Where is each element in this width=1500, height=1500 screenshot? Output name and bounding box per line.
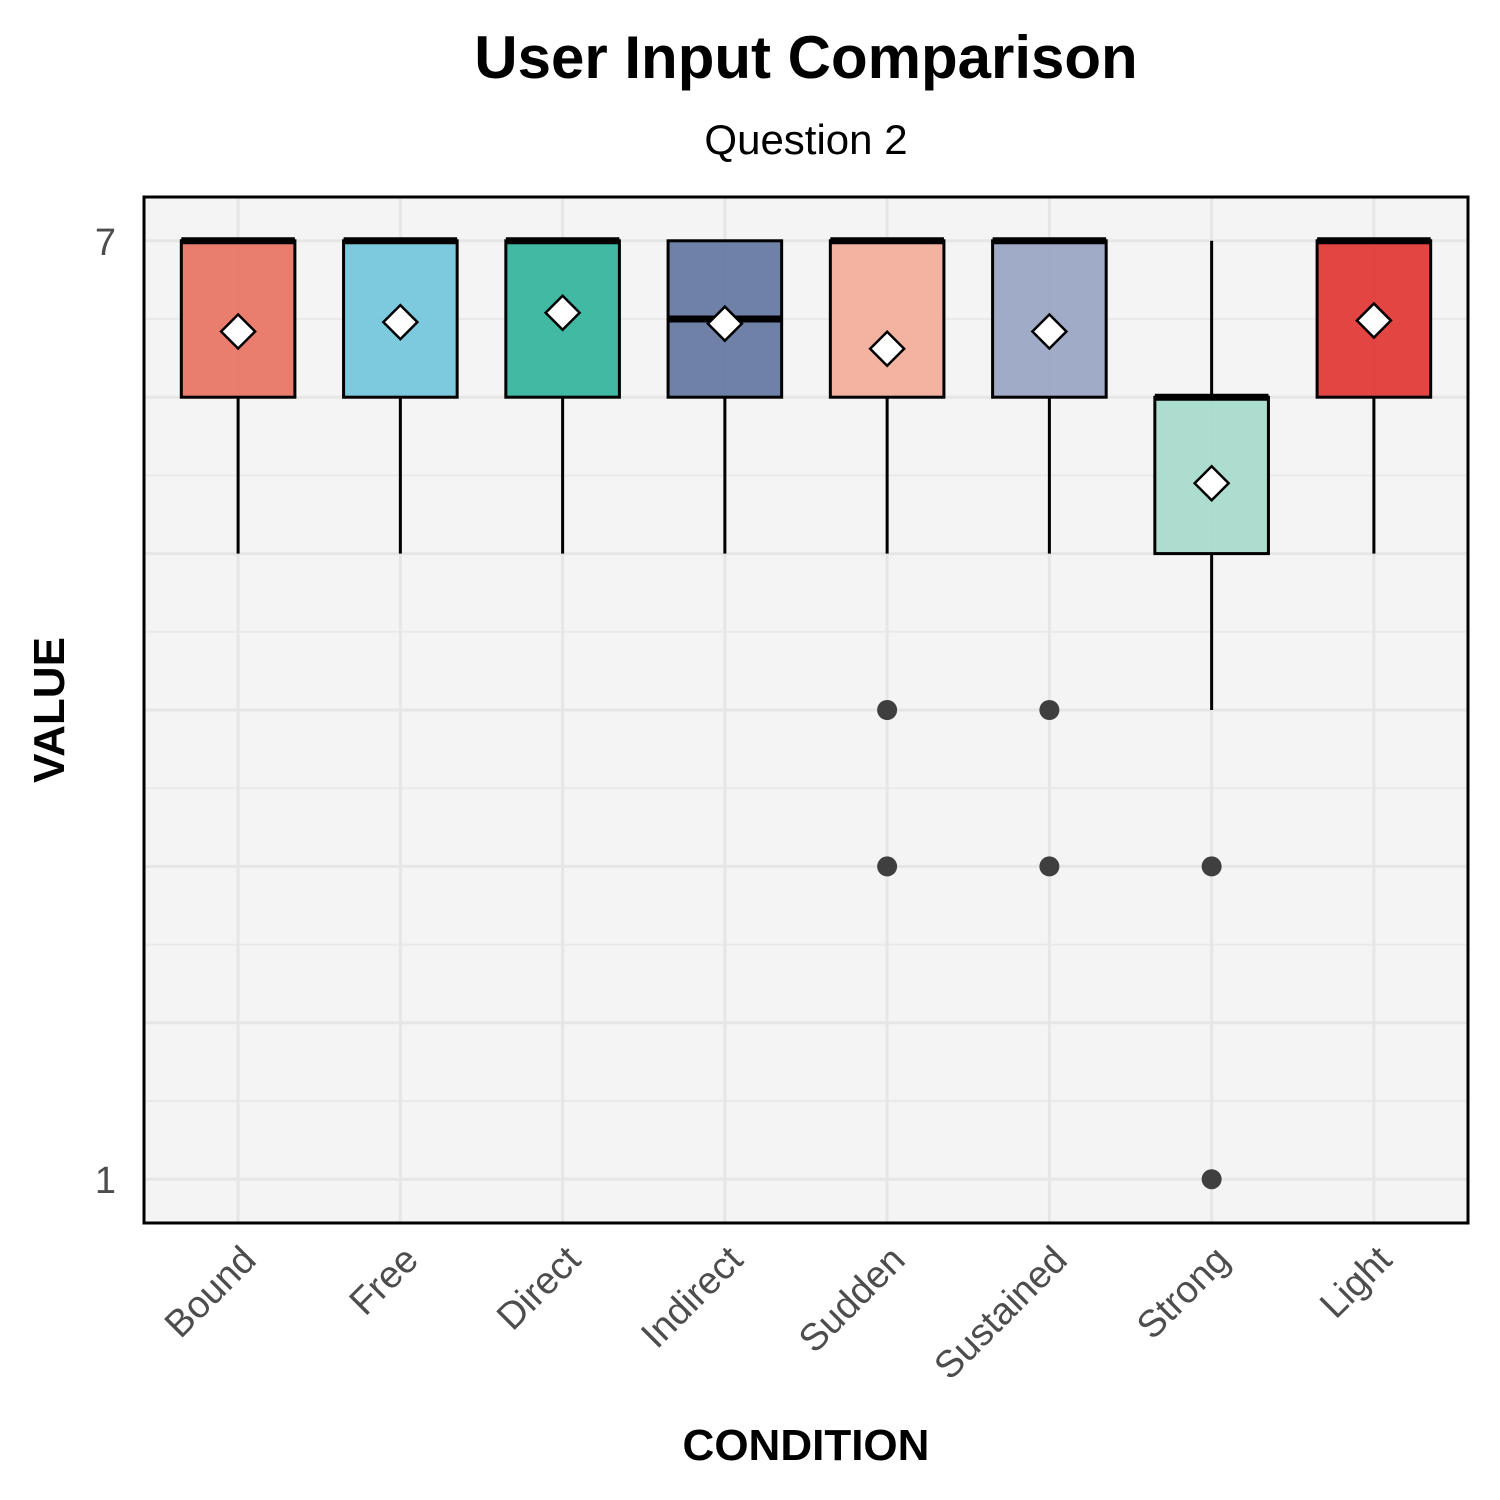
outlier-point <box>1039 856 1060 877</box>
chart-title: User Input Comparison <box>474 24 1137 91</box>
boxes-layer <box>179 237 1433 1190</box>
y-axis-title: VALUE <box>25 637 74 783</box>
box-strong <box>1153 240 1270 1190</box>
mean-marker <box>1030 312 1069 351</box>
mean-marker <box>543 293 582 332</box>
x-axis-title: CONDITION <box>683 1421 930 1470</box>
outlier-point <box>1201 856 1222 877</box>
y-tick-label: 7 <box>95 222 116 264</box>
box-free <box>342 237 459 554</box>
box-bound <box>179 237 297 554</box>
plot-border <box>142 195 1470 1225</box>
chart-subtitle: Question 2 <box>704 116 907 163</box>
x-tick-label: Direct <box>489 1238 589 1338</box>
mean-marker <box>219 312 257 351</box>
x-tick-label: Indirect <box>633 1238 751 1356</box>
outlier-point <box>1039 700 1060 720</box>
mean-marker <box>868 329 906 368</box>
x-tick-label: Bound <box>157 1239 264 1346</box>
mean-marker <box>381 303 420 341</box>
mean-marker <box>1192 464 1231 502</box>
outlier-point <box>877 700 898 720</box>
box-direct <box>504 237 621 554</box>
x-tick-label: Sudden <box>791 1239 913 1361</box>
x-tick-label: Sustained <box>927 1239 1076 1388</box>
box-light <box>1315 237 1433 554</box>
mean-marker <box>1355 301 1393 340</box>
box-sustained <box>991 237 1108 877</box>
box-iqr <box>828 239 946 399</box>
y-axis-ticks: 17 <box>95 222 116 1202</box>
outlier-point <box>877 856 898 877</box>
box-sudden <box>828 237 946 877</box>
x-axis-ticks: Bound Free Direct Indirect Sudden Sustained St… <box>157 1238 1400 1388</box>
box-indirect <box>666 239 784 554</box>
x-tick-label: Light <box>1312 1238 1400 1326</box>
x-tick-label: Strong <box>1129 1239 1238 1348</box>
x-tick-label: Free <box>342 1239 427 1324</box>
outlier-point <box>1201 1169 1222 1190</box>
mean-marker <box>706 304 744 343</box>
y-tick-label: 1 <box>95 1160 116 1202</box>
